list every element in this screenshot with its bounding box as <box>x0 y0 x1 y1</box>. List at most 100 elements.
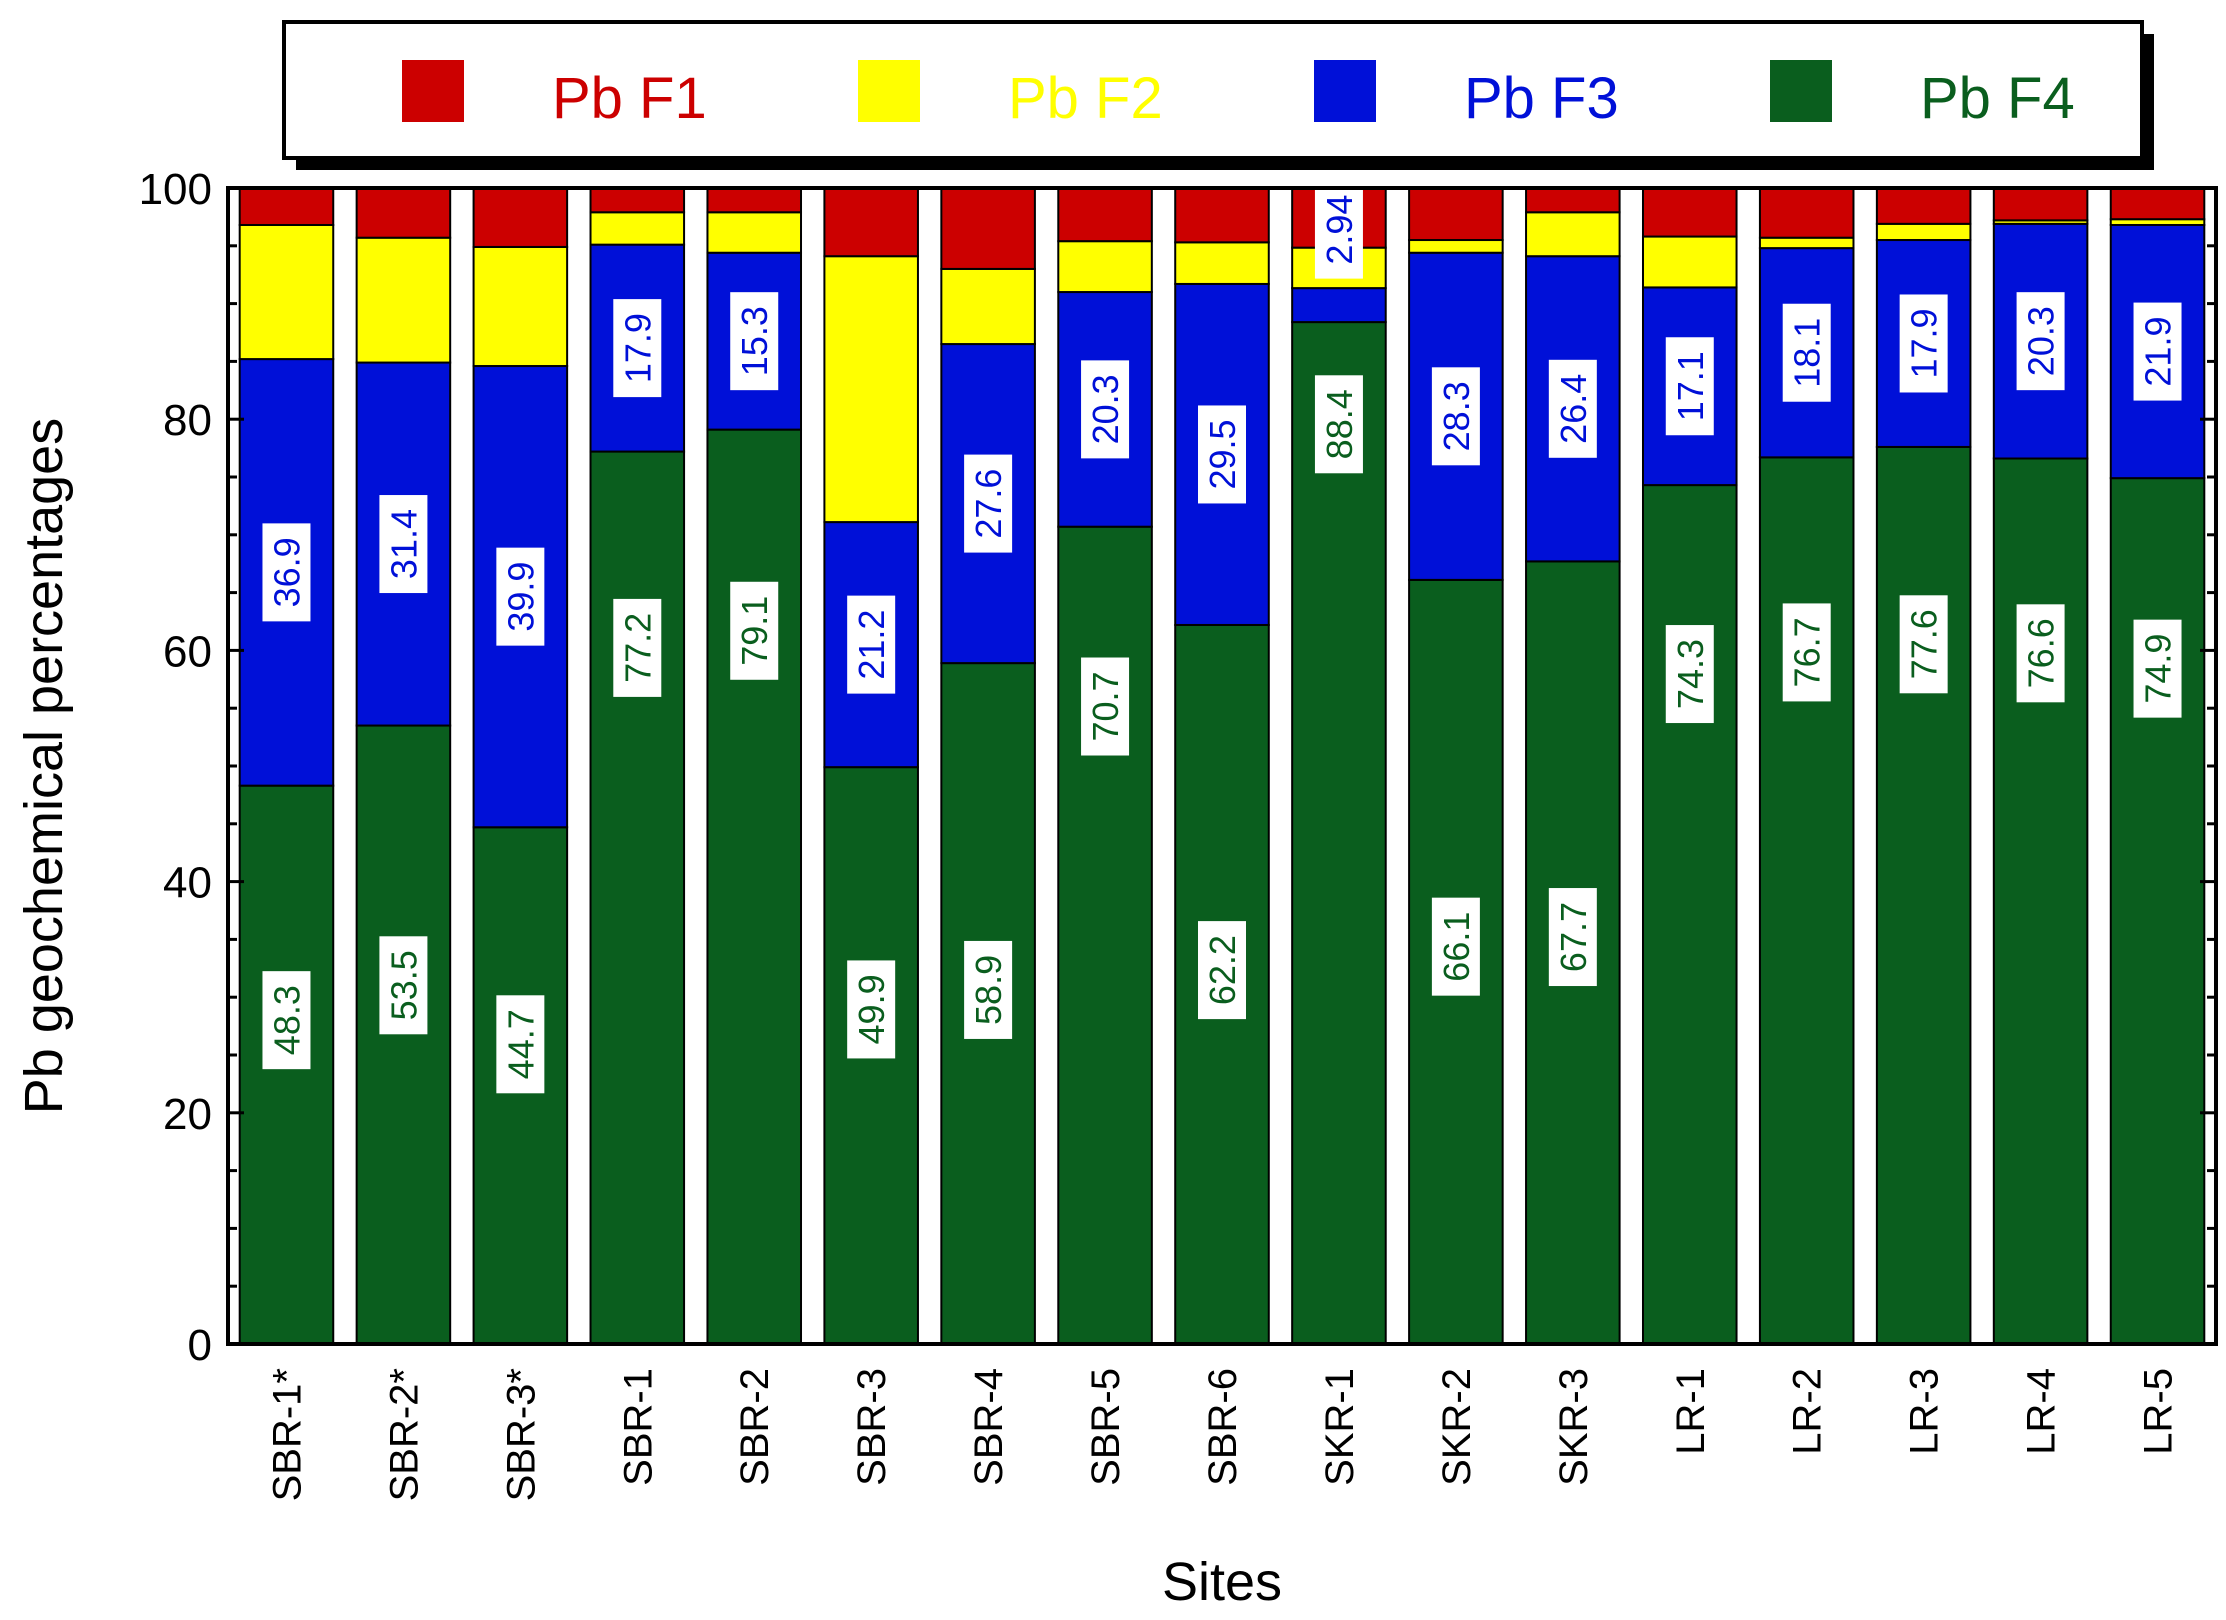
bar-pb-f1-sbr-6 <box>1174 187 1270 244</box>
x-tick-label: SBR-3 <box>850 1368 894 1486</box>
bar-pb-f1-skr-2 <box>1408 187 1504 242</box>
value-label-text: 62.2 <box>1202 935 1243 1005</box>
value-label-text: 20.3 <box>2021 306 2062 376</box>
value-label-text: 67.7 <box>1553 902 1594 972</box>
value-label-pb-f4-9: 88.4 <box>1314 375 1363 474</box>
value-label-text: 79.1 <box>734 596 775 666</box>
value-label-pb-f4-7: 70.7 <box>1081 657 1130 756</box>
value-label-pb-f4-13: 76.7 <box>1782 603 1831 702</box>
x-tick-label: SKR-2 <box>1435 1368 1479 1486</box>
legend-swatch-pb-f4 <box>1770 60 1832 122</box>
legend-label-pb-f4: Pb F4 <box>1920 66 2075 131</box>
value-label-pb-f3-10: 28.3 <box>1431 367 1480 466</box>
x-tick-label: LR-1 <box>1669 1368 1713 1455</box>
value-label-text: 21.2 <box>851 610 892 680</box>
value-label-box <box>1431 897 1480 996</box>
value-label-pb-f4-16: 74.9 <box>2133 619 2182 718</box>
value-label-pb-f4-4: 79.1 <box>730 581 779 680</box>
value-label-box <box>1081 360 1130 459</box>
value-label-pb-f4-15: 76.6 <box>2016 604 2065 703</box>
value-label-text: 17.1 <box>1670 351 1711 421</box>
value-label-pb-f4-2: 44.7 <box>496 995 545 1094</box>
value-label-box <box>730 292 779 391</box>
x-tick-label: SBR-6 <box>1201 1368 1245 1486</box>
bar-pb-f4-lr-3 <box>1875 445 1972 1346</box>
value-label-pb-f4-1: 53.5 <box>379 936 428 1035</box>
value-label-box <box>1314 180 1363 279</box>
value-label-pb-f3-13: 18.1 <box>1782 303 1831 402</box>
bar-pb-f2-sbr-6 <box>1174 241 1270 285</box>
bar-pb-f2-sbr-3star <box>472 245 569 368</box>
value-label-box <box>847 960 896 1059</box>
value-label-box <box>1782 303 1831 402</box>
x-tick-label: SBR-2* <box>382 1368 426 1501</box>
value-label-box <box>496 995 545 1094</box>
value-label-text: 49.9 <box>851 974 892 1044</box>
value-label-box <box>1198 405 1246 504</box>
legend-swatch-pb-f3 <box>1314 60 1376 122</box>
value-label-text: 27.6 <box>968 469 1009 539</box>
value-label-text: 76.7 <box>1787 617 1828 687</box>
x-tick-label: SKR-3 <box>1552 1368 1596 1486</box>
y-tick-label: 100 <box>139 165 212 214</box>
y-axis-title: Pb geochemical percentages <box>14 418 74 1114</box>
bar-pb-f1-sbr-2star <box>355 187 452 239</box>
legend-label-pb-f2: Pb F2 <box>1008 66 1163 131</box>
value-label-box <box>964 454 1013 553</box>
bar-pb-f1-skr-3 <box>1525 187 1621 214</box>
bar-pb-f2-sbr-2 <box>706 211 803 254</box>
bar-pb-f2-lr-1 <box>1641 235 1738 289</box>
value-label-pb-f4-0: 48.3 <box>262 971 311 1070</box>
value-label-box <box>1314 375 1363 474</box>
value-label-text: 36.9 <box>266 537 307 607</box>
x-tick-label: SBR-1 <box>616 1368 660 1486</box>
bar-pb-f2-sbr-2star <box>355 236 452 364</box>
value-label-box <box>1899 294 1948 393</box>
value-label-box <box>262 971 311 1070</box>
x-tick-label: SBR-5 <box>1084 1368 1128 1486</box>
value-label-text: 53.5 <box>383 950 424 1020</box>
value-label-pb-f3-3: 17.9 <box>613 299 662 398</box>
bar-pb-f4-sbr-5 <box>1057 525 1153 1345</box>
value-label-box <box>496 547 545 646</box>
legend-box <box>282 20 2144 160</box>
value-label-box <box>379 495 428 594</box>
value-label-text: 20.3 <box>1085 374 1126 444</box>
bar-pb-f1-lr-3 <box>1875 187 1972 225</box>
x-tick-label: SBR-2 <box>733 1368 777 1486</box>
x-tick-label: LR-3 <box>1903 1368 1947 1455</box>
value-label-box <box>964 940 1013 1039</box>
x-tick-label: SBR-3* <box>499 1368 543 1501</box>
bar-pb-f2-skr-3 <box>1525 211 1621 258</box>
y-tick-label: 0 <box>188 1321 212 1370</box>
bar-pb-f1-sbr-3 <box>823 187 919 258</box>
y-tick-label: 80 <box>163 396 212 445</box>
value-label-box <box>1782 603 1831 702</box>
value-label-pb-f4-6: 58.9 <box>964 940 1013 1039</box>
value-label-box <box>1548 359 1597 458</box>
value-label-pb-f3-15: 20.3 <box>2016 292 2065 391</box>
x-tick-label: SKR-1 <box>1318 1368 1362 1486</box>
bar-pb-f4-lr-5 <box>2109 477 2206 1345</box>
value-label-text: 28.3 <box>1436 381 1477 451</box>
value-label-pb-f4-11: 67.7 <box>1548 888 1597 987</box>
value-label-pb-f3-12: 17.1 <box>1665 337 1714 436</box>
bar-pb-f4-lr-4 <box>1992 457 2089 1345</box>
bar-pb-f2-lr-3 <box>1875 222 1972 242</box>
value-label-pb-f4-12: 74.3 <box>1665 625 1714 724</box>
x-tick-label: LR-5 <box>2137 1368 2181 1455</box>
value-label-text: 58.9 <box>968 955 1009 1025</box>
value-label-pb-f3-0: 36.9 <box>262 523 311 622</box>
value-label-text: 48.3 <box>266 985 307 1055</box>
bar-pb-f2-lr-2 <box>1758 236 1855 250</box>
legend-label-pb-f1: Pb F1 <box>552 66 707 131</box>
x-tick-label: LR-4 <box>2020 1368 2064 1455</box>
value-label-pb-f3-2: 39.9 <box>496 547 545 646</box>
value-label-text: 21.9 <box>2138 317 2179 387</box>
value-label-pb-f3-8: 29.5 <box>1198 405 1246 504</box>
value-label-box <box>1899 595 1948 694</box>
x-axis-title: Sites <box>1162 1552 1282 1612</box>
value-label-pb-f3-14: 17.9 <box>1899 294 1948 393</box>
value-label-text: 17.9 <box>617 313 658 383</box>
